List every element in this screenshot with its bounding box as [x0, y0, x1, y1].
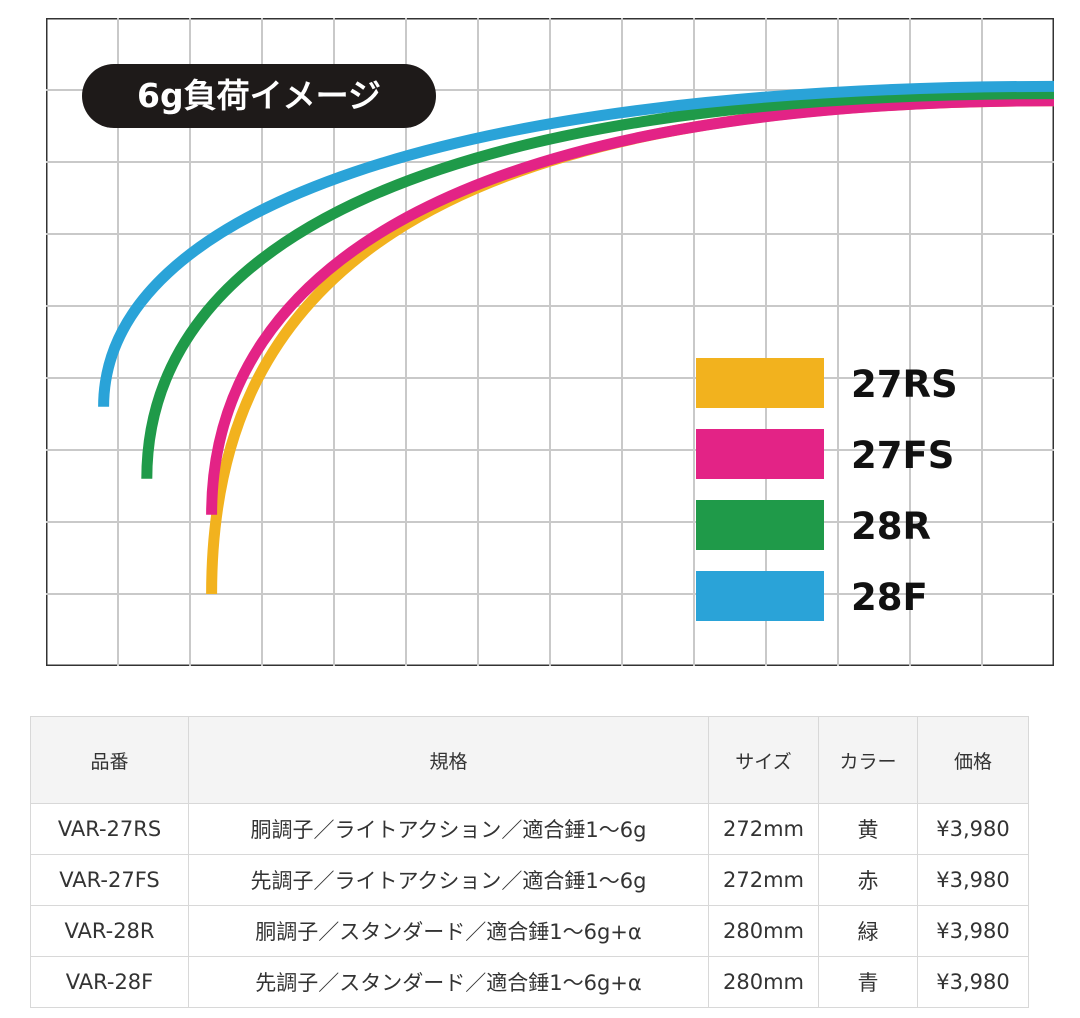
- legend-label-27rs: 27RS: [851, 363, 958, 406]
- series-curves: [98, 80, 1054, 595]
- table-row: VAR-27FS 先調子／ライトアクション／適合錘1～6g 272mm 赤 ¥3…: [30, 854, 1029, 906]
- color-cell: 赤: [818, 854, 918, 906]
- series-line-28f: [98, 80, 1054, 407]
- color-cell: 黄: [818, 803, 918, 855]
- table-header-row: 品番 規格 サイズ カラー 価格: [30, 716, 1029, 804]
- load-curve-chart: 6g負荷イメージ 27RS 27FS 28R 28F: [46, 18, 1054, 666]
- color-cell: 青: [818, 956, 918, 1008]
- header-specification: 規格: [188, 716, 709, 804]
- specification-cell: 先調子／スタンダード／適合錘1～6g+α: [188, 956, 709, 1008]
- model-number-cell: VAR-28F: [30, 956, 189, 1008]
- size-cell: 280mm: [708, 956, 819, 1008]
- size-cell: 272mm: [708, 854, 819, 906]
- series-line-28r: [141, 88, 1054, 479]
- price-cell: ¥3,980: [917, 854, 1029, 906]
- table-row: VAR-27RS 胴調子／ライトアクション／適合錘1～6g 272mm 黄 ¥3…: [30, 803, 1029, 855]
- legend-label-28r: 28R: [851, 505, 931, 548]
- header-price: 価格: [917, 716, 1029, 804]
- series-line-27fs: [206, 95, 1054, 515]
- spec-table: 品番 規格 サイズ カラー 価格 VAR-27RS 胴調子／ライトアクション／適…: [30, 716, 1029, 1008]
- header-size: サイズ: [708, 716, 819, 804]
- header-color: カラー: [818, 716, 918, 804]
- legend-label-28f: 28F: [851, 576, 928, 619]
- title-badge: 6g負荷イメージ: [82, 64, 436, 128]
- header-model-number: 品番: [30, 716, 189, 804]
- price-cell: ¥3,980: [917, 956, 1029, 1008]
- legend-label-27fs: 27FS: [851, 434, 954, 477]
- specification-cell: 胴調子／ライトアクション／適合錘1～6g: [188, 803, 709, 855]
- specification-cell: 先調子／ライトアクション／適合錘1～6g: [188, 854, 709, 906]
- model-number-cell: VAR-27RS: [30, 803, 189, 855]
- model-number-cell: VAR-28R: [30, 905, 189, 957]
- legend-swatch-28f: [696, 571, 824, 621]
- table-row: VAR-28R 胴調子／スタンダード／適合錘1～6g+α 280mm 緑 ¥3,…: [30, 905, 1029, 957]
- price-cell: ¥3,980: [917, 905, 1029, 957]
- legend-swatch-27fs: [696, 429, 824, 479]
- color-cell: 緑: [818, 905, 918, 957]
- chart-frame: 6g負荷イメージ 27RS 27FS 28R 28F: [46, 18, 1054, 666]
- legend-swatch-28r: [696, 500, 824, 550]
- legend-swatch-27rs: [696, 358, 824, 408]
- model-number-cell: VAR-27FS: [30, 854, 189, 906]
- size-cell: 280mm: [708, 905, 819, 957]
- chart-title: 6g負荷イメージ: [137, 76, 381, 115]
- table-row: VAR-28F 先調子／スタンダード／適合錘1～6g+α 280mm 青 ¥3,…: [30, 956, 1029, 1008]
- specification-cell: 胴調子／スタンダード／適合錘1～6g+α: [188, 905, 709, 957]
- price-cell: ¥3,980: [917, 803, 1029, 855]
- legend: 27RS 27FS 28R 28F: [696, 358, 958, 621]
- size-cell: 272mm: [708, 803, 819, 855]
